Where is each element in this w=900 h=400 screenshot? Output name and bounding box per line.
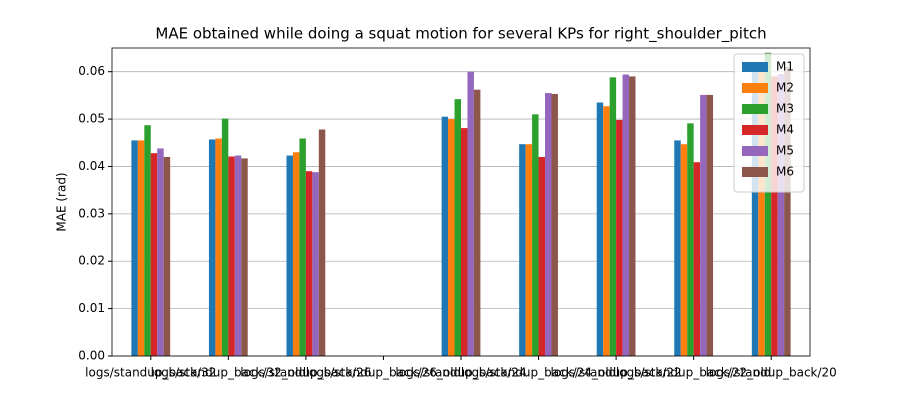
x-tick-label: logs/standup_back/22 [551, 366, 682, 380]
legend-swatch [742, 104, 768, 114]
legend-swatch [742, 125, 768, 135]
bar [150, 153, 158, 356]
bar [545, 93, 552, 356]
bar [461, 128, 468, 356]
bar [519, 144, 526, 356]
y-axis-label: MAE (rad) [55, 172, 69, 231]
y-tick-label: 0.00 [78, 349, 105, 363]
x-tick-label: logs/standup_back/26_old [306, 366, 461, 380]
bar [784, 66, 791, 356]
legend-swatch [742, 146, 768, 156]
chart-title: MAE obtained while doing a squat motion … [155, 25, 766, 44]
legend-label: M4 [776, 123, 794, 137]
legend-label: M5 [776, 144, 794, 158]
y-tick-label: 0.02 [78, 254, 105, 268]
bar [693, 162, 701, 356]
bar [208, 139, 216, 356]
bar [674, 140, 681, 356]
bar [467, 71, 474, 356]
legend-swatch [742, 62, 768, 72]
legend: M1 M2 M3 M4 M5 M6 [733, 53, 805, 193]
y-tick-label: 0.03 [78, 206, 105, 220]
bar [764, 52, 772, 356]
bar [680, 144, 688, 356]
bar [157, 148, 164, 356]
bar [441, 116, 449, 356]
x-tick-label: logs/standup_back/24 [395, 366, 526, 380]
x-tick-label: logs/standup_back/26 [240, 366, 371, 380]
bar [241, 158, 248, 356]
x-tick-label: logs/standup_back/32_old [151, 366, 306, 380]
bar [532, 114, 539, 356]
legend-label: M1 [776, 60, 794, 74]
y-tick-label: 0.05 [78, 112, 105, 126]
legend-label: M6 [776, 165, 794, 179]
bar [312, 172, 319, 356]
bar [228, 156, 235, 356]
x-tick-label: logs/standup_back/32 [85, 366, 216, 380]
bar [629, 76, 636, 356]
bar [305, 171, 313, 356]
bar [454, 99, 461, 356]
bar [609, 77, 617, 356]
bar [473, 89, 481, 357]
bar [131, 140, 138, 356]
y-tick-label: 0.01 [78, 301, 105, 315]
legend-label: M2 [776, 81, 794, 95]
bar [700, 94, 707, 356]
x-tick-label: logs/standup_back/24_old [461, 366, 616, 380]
bar [221, 118, 229, 356]
bar [758, 71, 765, 356]
bar [603, 106, 610, 356]
bar [551, 93, 558, 356]
bar [771, 76, 778, 356]
x-tick-label: logs/standup_back/20 [706, 366, 837, 380]
bar [299, 138, 306, 356]
bar [777, 74, 785, 357]
bar [687, 123, 694, 356]
plot-frame [111, 47, 811, 357]
y-tick-label: 0.06 [78, 64, 105, 78]
bar [616, 120, 623, 356]
bar [706, 94, 714, 356]
bar [596, 102, 604, 356]
bar [751, 66, 759, 356]
x-tick-label: logs/standup_back/22_old [616, 366, 771, 380]
y-tick-label: 0.04 [78, 159, 105, 173]
bar [144, 125, 151, 356]
bar [234, 155, 242, 356]
bar [163, 156, 171, 356]
bar [286, 155, 293, 356]
bar [292, 152, 300, 356]
bar [137, 140, 145, 356]
bar [448, 119, 455, 356]
legend-label: M3 [776, 102, 794, 116]
bar [538, 156, 546, 356]
legend-swatch [742, 167, 768, 177]
legend-swatch [742, 83, 768, 93]
bar [215, 138, 222, 356]
bar [318, 129, 326, 356]
bar [622, 74, 630, 356]
bar [525, 144, 533, 356]
